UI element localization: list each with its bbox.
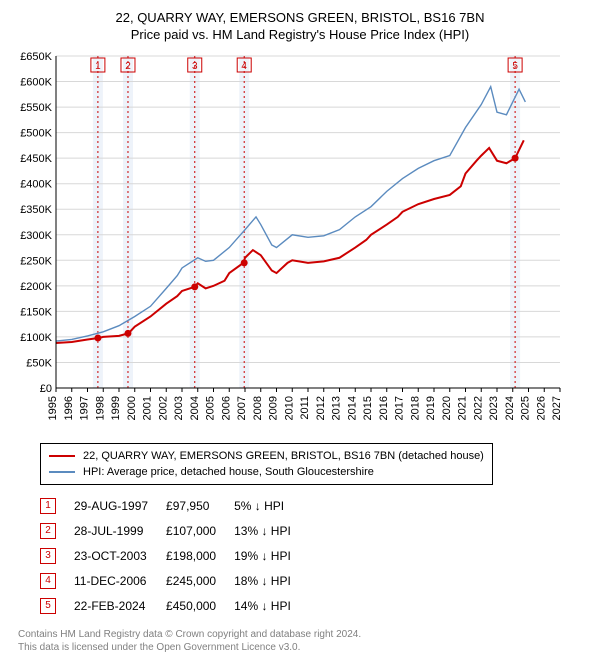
svg-text:2004: 2004 — [189, 396, 201, 420]
svg-text:£400K: £400K — [20, 179, 52, 191]
svg-text:£150K: £150K — [20, 306, 52, 318]
legend-swatch — [49, 455, 75, 457]
svg-text:2007: 2007 — [236, 396, 248, 420]
event-price: £97,950 — [166, 493, 234, 518]
svg-text:2011: 2011 — [299, 396, 311, 420]
legend-label: 22, QUARRY WAY, EMERSONS GREEN, BRISTOL,… — [83, 448, 484, 464]
footer-attribution: Contains HM Land Registry data © Crown c… — [18, 628, 590, 654]
svg-text:2005: 2005 — [205, 396, 217, 420]
event-delta: 18% ↓ HPI — [234, 568, 309, 593]
chart-title-block: 22, QUARRY WAY, EMERSONS GREEN, BRISTOL,… — [10, 10, 590, 42]
svg-text:2021: 2021 — [457, 396, 469, 420]
event-delta: 14% ↓ HPI — [234, 593, 309, 618]
svg-text:4: 4 — [241, 61, 247, 72]
svg-text:2006: 2006 — [220, 396, 232, 420]
event-delta: 13% ↓ HPI — [234, 518, 309, 543]
svg-text:1995: 1995 — [47, 396, 59, 420]
event-number: 1 — [40, 498, 56, 514]
svg-text:2000: 2000 — [126, 396, 138, 420]
event-number: 3 — [40, 548, 56, 564]
svg-text:2025: 2025 — [520, 396, 532, 420]
svg-text:2015: 2015 — [362, 396, 374, 420]
legend-label: HPI: Average price, detached house, Sout… — [83, 464, 374, 480]
svg-text:2013: 2013 — [331, 396, 343, 420]
svg-text:1998: 1998 — [94, 396, 106, 420]
event-delta: 5% ↓ HPI — [234, 493, 309, 518]
event-date: 11-DEC-2006 — [74, 568, 166, 593]
svg-text:2022: 2022 — [472, 396, 484, 420]
event-date: 22-FEB-2024 — [74, 593, 166, 618]
svg-text:£200K: £200K — [20, 281, 52, 293]
svg-text:£550K: £550K — [20, 102, 52, 114]
svg-text:2019: 2019 — [425, 396, 437, 420]
svg-text:2024: 2024 — [504, 396, 516, 420]
event-number: 2 — [40, 523, 56, 539]
svg-text:2020: 2020 — [441, 396, 453, 420]
event-delta: 19% ↓ HPI — [234, 543, 309, 568]
svg-text:2003: 2003 — [173, 396, 185, 420]
event-number: 4 — [40, 573, 56, 589]
svg-text:£300K: £300K — [20, 230, 52, 242]
legend-swatch — [49, 471, 75, 473]
chart-title-sub: Price paid vs. HM Land Registry's House … — [10, 27, 590, 42]
event-row: 3 23-OCT-2003£198,00019% ↓ HPI — [40, 543, 309, 568]
event-price: £107,000 — [166, 518, 234, 543]
event-date: 23-OCT-2003 — [74, 543, 166, 568]
line-chart: £0 £50K £100K £150K £200K £250K £300K £350K £400… — [10, 48, 570, 428]
chart-area: £0 £50K £100K £150K £200K £250K £300K £350K £400… — [10, 48, 590, 433]
legend-item: HPI: Average price, detached house, Sout… — [49, 464, 484, 480]
svg-text:£50K: £50K — [26, 357, 52, 369]
event-row: 5 22-FEB-2024£450,00014% ↓ HPI — [40, 593, 309, 618]
event-date: 29-AUG-1997 — [74, 493, 166, 518]
svg-text:2023: 2023 — [488, 396, 500, 420]
svg-text:£650K: £650K — [20, 51, 52, 63]
svg-text:1996: 1996 — [63, 396, 75, 420]
svg-text:2026: 2026 — [535, 396, 547, 420]
footer-line2: This data is licensed under the Open Gov… — [18, 641, 590, 654]
legend: 22, QUARRY WAY, EMERSONS GREEN, BRISTOL,… — [40, 443, 493, 485]
svg-text:2008: 2008 — [252, 396, 264, 420]
event-row: 4 11-DEC-2006£245,00018% ↓ HPI — [40, 568, 309, 593]
svg-text:2001: 2001 — [142, 396, 154, 420]
svg-text:2017: 2017 — [394, 396, 406, 420]
event-row: 2 28-JUL-1999£107,00013% ↓ HPI — [40, 518, 309, 543]
event-date: 28-JUL-1999 — [74, 518, 166, 543]
svg-text:£600K: £600K — [20, 77, 52, 89]
svg-text:2014: 2014 — [346, 396, 358, 420]
event-price: £245,000 — [166, 568, 234, 593]
svg-text:£100K: £100K — [20, 332, 52, 344]
svg-text:2: 2 — [125, 61, 131, 72]
svg-text:2010: 2010 — [283, 396, 295, 420]
svg-text:£0: £0 — [40, 383, 52, 395]
event-price: £450,000 — [166, 593, 234, 618]
svg-text:2016: 2016 — [378, 396, 390, 420]
svg-text:£450K: £450K — [20, 153, 52, 165]
svg-text:2012: 2012 — [315, 396, 327, 420]
svg-text:2002: 2002 — [157, 396, 169, 420]
svg-text:£250K: £250K — [20, 255, 52, 267]
svg-text:5: 5 — [512, 61, 518, 72]
svg-text:3: 3 — [192, 61, 198, 72]
footer-line1: Contains HM Land Registry data © Crown c… — [18, 628, 590, 641]
chart-title-main: 22, QUARRY WAY, EMERSONS GREEN, BRISTOL,… — [10, 10, 590, 25]
svg-text:2009: 2009 — [268, 396, 280, 420]
legend-item: 22, QUARRY WAY, EMERSONS GREEN, BRISTOL,… — [49, 448, 484, 464]
svg-text:1999: 1999 — [110, 396, 122, 420]
svg-text:2018: 2018 — [409, 396, 421, 420]
svg-text:2027: 2027 — [551, 396, 563, 420]
events-table: 129-AUG-1997£97,9505% ↓ HPI228-JUL-1999£… — [40, 493, 309, 618]
svg-text:£350K: £350K — [20, 204, 52, 216]
svg-text:£500K: £500K — [20, 128, 52, 140]
svg-text:1: 1 — [95, 61, 101, 72]
event-price: £198,000 — [166, 543, 234, 568]
event-number: 5 — [40, 598, 56, 614]
svg-text:1997: 1997 — [79, 396, 91, 420]
event-row: 1 29-AUG-1997£97,9505% ↓ HPI — [40, 493, 309, 518]
